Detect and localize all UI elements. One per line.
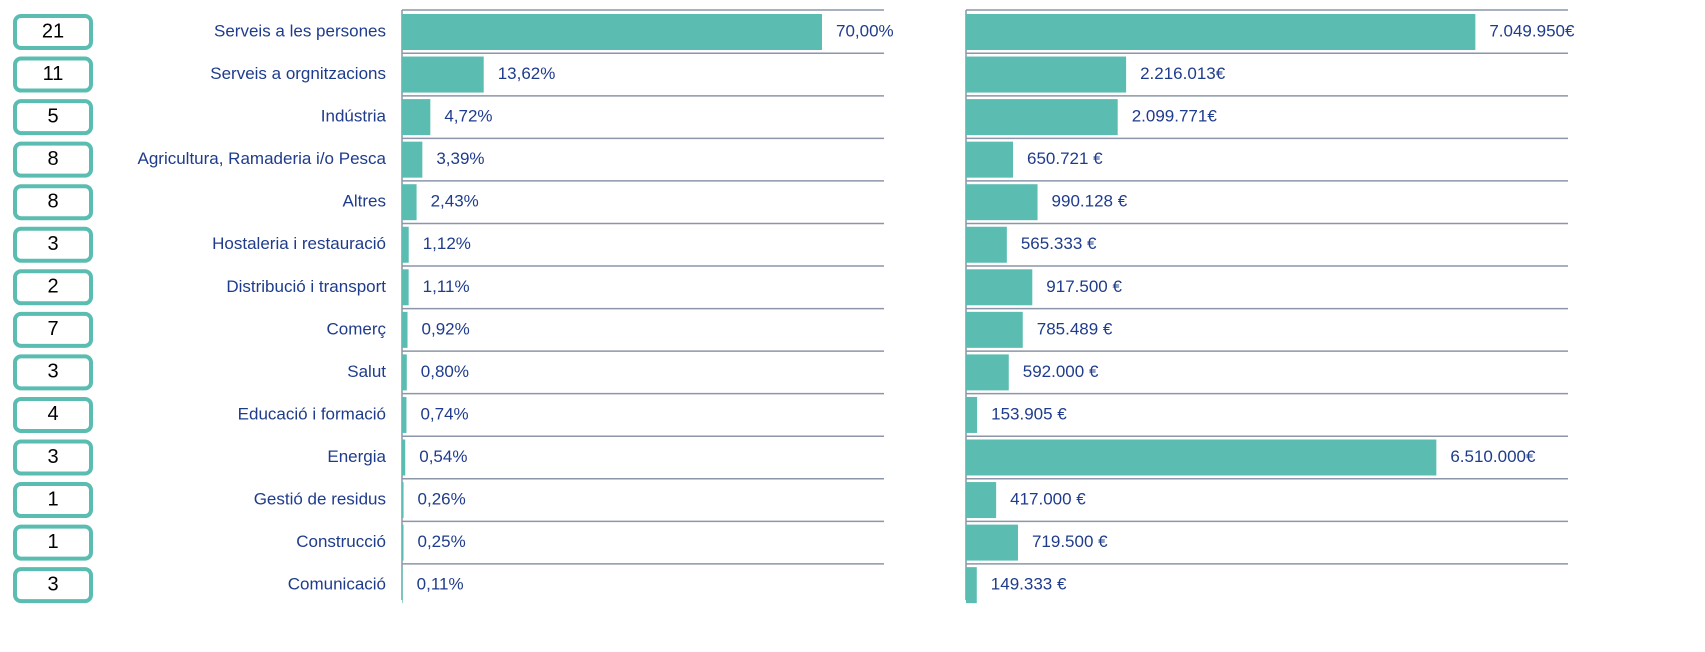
value-label: 153.905 € bbox=[991, 404, 1067, 423]
bar bbox=[402, 439, 406, 476]
bar bbox=[402, 141, 423, 178]
count-value: 7 bbox=[47, 318, 58, 340]
value-label: 1,12% bbox=[423, 234, 471, 253]
bar bbox=[966, 524, 1018, 561]
bar bbox=[966, 396, 978, 433]
count-value: 8 bbox=[47, 148, 58, 170]
value-label: 149.333 € bbox=[991, 575, 1067, 594]
count-badge bbox=[13, 141, 93, 178]
bar bbox=[966, 311, 1023, 348]
value-label: 0,74% bbox=[420, 404, 468, 423]
value-label: 70,00% bbox=[836, 21, 894, 40]
category-label: Distribució i transport bbox=[226, 277, 386, 296]
count-badge bbox=[13, 99, 93, 136]
bar bbox=[402, 311, 408, 348]
category-label: Agricultura, Ramaderia i/o Pesca bbox=[137, 149, 386, 168]
count-value: 3 bbox=[47, 233, 58, 255]
value-label: 2,43% bbox=[431, 192, 479, 211]
category-label: Salut bbox=[347, 362, 386, 381]
count-badge bbox=[13, 311, 93, 348]
count-value: 8 bbox=[47, 190, 58, 212]
bar bbox=[402, 354, 407, 391]
bar bbox=[402, 396, 407, 433]
bar bbox=[402, 14, 822, 50]
value-label: 785.489 € bbox=[1037, 319, 1113, 338]
category-label: Gestió de residus bbox=[254, 490, 386, 509]
bar bbox=[402, 184, 417, 221]
bar bbox=[966, 354, 1009, 391]
count-badge bbox=[13, 524, 93, 561]
bar bbox=[966, 482, 997, 519]
count-badge bbox=[13, 269, 93, 306]
value-label: 417.000 € bbox=[1010, 490, 1086, 509]
category-label: Serveis a orgnitzacions bbox=[210, 64, 386, 83]
bar bbox=[966, 56, 1127, 93]
value-label: 650.721 € bbox=[1027, 149, 1103, 168]
bar bbox=[402, 226, 409, 263]
value-label: 13,62% bbox=[498, 64, 556, 83]
count-value: 11 bbox=[43, 63, 64, 85]
category-label: Energia bbox=[327, 447, 386, 466]
category-label: Comunicació bbox=[288, 575, 386, 594]
bar bbox=[966, 14, 1476, 50]
count-badge bbox=[13, 184, 93, 221]
bar bbox=[966, 269, 1033, 306]
value-label: 6.510.000€ bbox=[1450, 447, 1536, 466]
bar bbox=[966, 439, 1437, 476]
bar bbox=[402, 269, 409, 306]
category-label: Comerç bbox=[326, 319, 386, 338]
value-label: 719.500 € bbox=[1032, 532, 1108, 551]
value-label: 3,39% bbox=[436, 149, 484, 168]
value-label: 0,26% bbox=[418, 490, 466, 509]
value-label: 565.333 € bbox=[1021, 234, 1097, 253]
bar bbox=[402, 99, 431, 136]
value-label: 0,54% bbox=[419, 447, 467, 466]
bar bbox=[402, 524, 404, 561]
count-badge bbox=[13, 482, 93, 519]
bar bbox=[966, 184, 1038, 221]
bar bbox=[402, 56, 484, 93]
value-label: 1,11% bbox=[423, 277, 470, 296]
count-badge bbox=[13, 396, 93, 433]
value-label: 4,72% bbox=[444, 107, 492, 126]
count-value: 2 bbox=[47, 276, 58, 298]
count-value: 3 bbox=[47, 361, 58, 383]
category-label: Serveis a les persones bbox=[214, 21, 386, 40]
value-label: 0,80% bbox=[421, 362, 469, 381]
value-label: 0,92% bbox=[422, 319, 470, 338]
category-label: Educació i formació bbox=[238, 404, 386, 423]
bar bbox=[402, 567, 403, 604]
count-badge bbox=[13, 226, 93, 263]
value-label: 2.216.013€ bbox=[1140, 64, 1226, 83]
count-value: 5 bbox=[47, 105, 58, 127]
count-badge bbox=[13, 439, 93, 476]
value-label: 0,25% bbox=[418, 532, 466, 551]
value-label: 7.049.950€ bbox=[1489, 21, 1575, 40]
value-label: 990.128 € bbox=[1052, 192, 1128, 211]
count-value: 1 bbox=[47, 488, 58, 510]
value-label: 2.099.771€ bbox=[1132, 107, 1218, 126]
category-label: Hostaleria i restauració bbox=[212, 234, 386, 253]
bar bbox=[966, 141, 1014, 178]
value-label: 0,11% bbox=[417, 575, 464, 594]
count-value: 21 bbox=[42, 20, 64, 42]
category-label: Altres bbox=[343, 192, 386, 211]
bar bbox=[966, 226, 1007, 263]
count-value: 4 bbox=[47, 403, 58, 425]
value-label: 917.500 € bbox=[1046, 277, 1122, 296]
count-value: 1 bbox=[47, 531, 58, 553]
count-badge bbox=[13, 56, 93, 93]
bar bbox=[966, 99, 1118, 136]
category-label: Indústria bbox=[321, 107, 387, 126]
value-label: 592.000 € bbox=[1023, 362, 1099, 381]
count-badge bbox=[13, 354, 93, 391]
bar bbox=[966, 567, 977, 604]
count-value: 3 bbox=[47, 573, 58, 595]
category-label: Construcció bbox=[296, 532, 386, 551]
count-badge bbox=[13, 567, 93, 604]
count-value: 3 bbox=[47, 446, 58, 468]
count-badge bbox=[13, 14, 93, 50]
bar bbox=[402, 482, 404, 519]
